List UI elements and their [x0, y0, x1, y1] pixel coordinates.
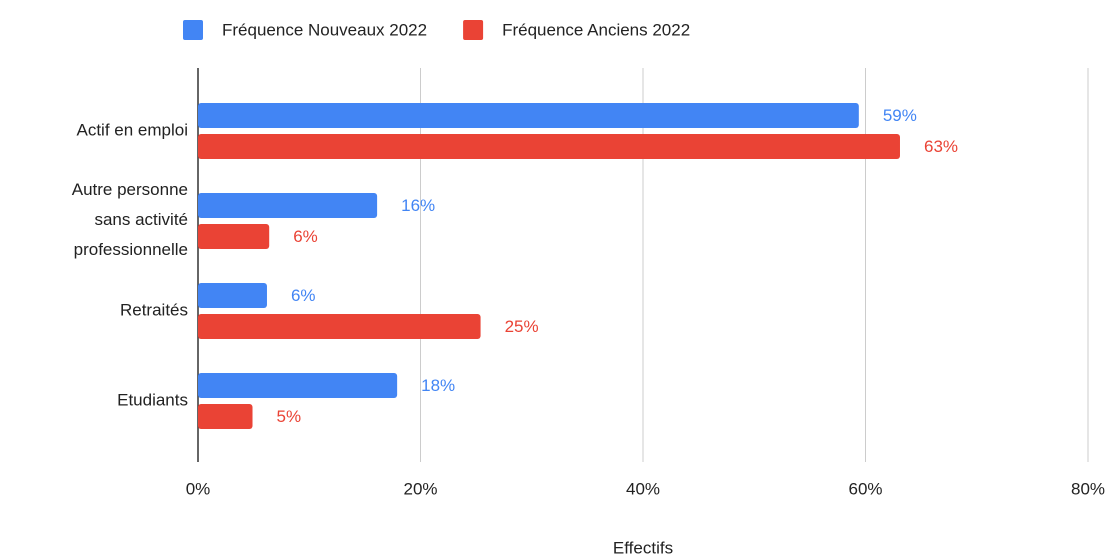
y-tick-label: Retraités [120, 300, 188, 319]
data-label: 59% [883, 106, 917, 125]
legend-swatch [183, 20, 203, 40]
bar [198, 314, 481, 339]
bar [198, 193, 378, 218]
bar [198, 404, 253, 429]
legend-label: Fréquence Anciens 2022 [502, 20, 690, 39]
x-tick-label: 60% [848, 479, 882, 498]
x-tick-label: 0% [186, 479, 211, 498]
x-axis-title: Effectifs [613, 538, 673, 557]
x-tick-label: 20% [403, 479, 437, 498]
legend-swatch [463, 20, 484, 40]
data-label: 25% [505, 317, 539, 336]
data-label: 6% [293, 227, 318, 246]
data-label: 18% [421, 376, 455, 395]
y-tick-label: Etudiants [117, 390, 188, 409]
y-tick-label: Autre personne sans activité professionnel… [72, 180, 188, 259]
x-tick-label: 40% [626, 479, 660, 498]
bar [198, 103, 859, 128]
bar [198, 134, 900, 159]
bar [198, 373, 398, 398]
legend-label: Fréquence Nouveaux 2022 [222, 20, 427, 39]
data-label: 63% [924, 137, 958, 156]
data-label: 6% [291, 286, 316, 305]
data-label: 5% [277, 407, 302, 426]
bar [198, 224, 270, 249]
data-label: 16% [401, 196, 435, 215]
bar [198, 283, 267, 308]
x-tick-label: 80% [1071, 479, 1105, 498]
y-tick-label: Actif en emploi [77, 120, 189, 139]
